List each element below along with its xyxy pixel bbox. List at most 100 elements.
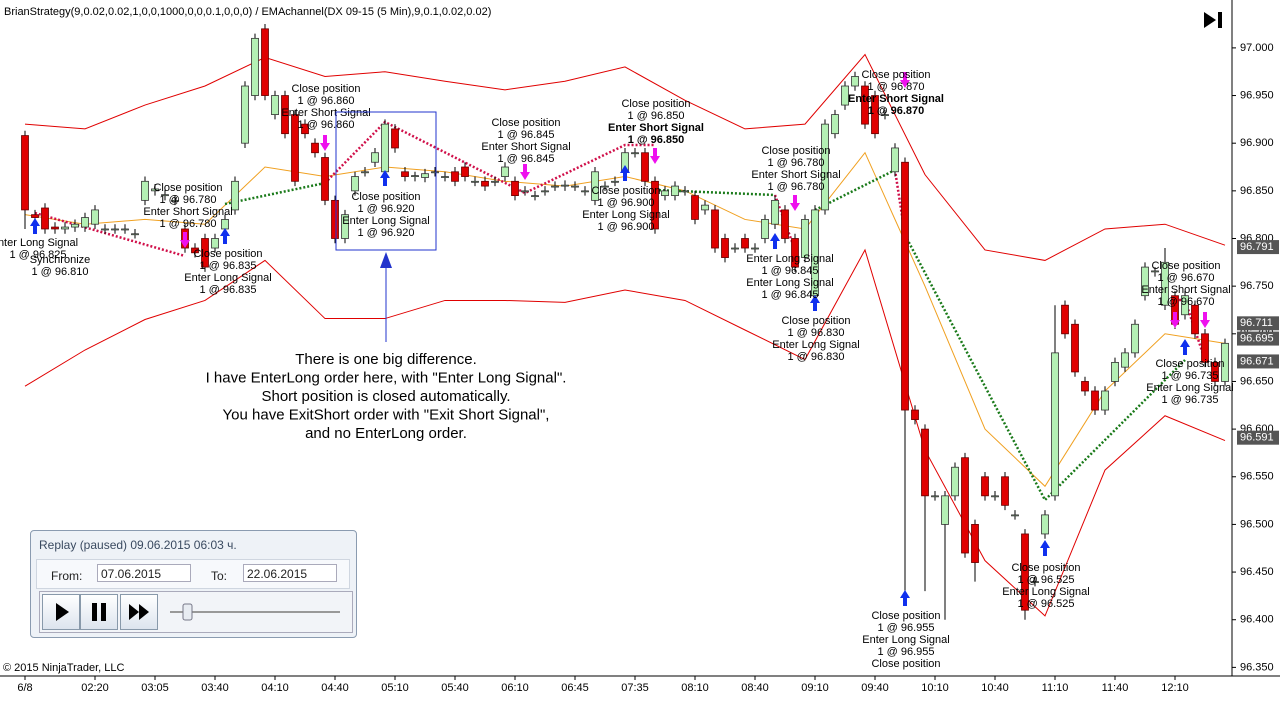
chart-title: BrianStrategy(9,0.02,0.02,1,0,0,1000,0,0… [4, 6, 491, 18]
trade-label: 1 @ 96.670 [1157, 296, 1214, 308]
candle-body [521, 190, 529, 193]
x-tick-label: 11:40 [1102, 682, 1129, 694]
y-tick-label: 96.450 [1240, 566, 1274, 578]
trade-label: 1 @ 96.845 [761, 265, 818, 277]
y-tick-label: 96.650 [1240, 375, 1274, 387]
candle-body [321, 157, 329, 201]
candle-body [1021, 533, 1029, 611]
y-tick-label: 96.500 [1240, 518, 1274, 530]
long-arrow [1180, 339, 1190, 355]
x-tick-label: 02:20 [81, 682, 109, 694]
panel-toggle[interactable] [1204, 12, 1222, 28]
y-tick-label: 96.400 [1240, 614, 1274, 626]
x-tick-label: 09:40 [861, 682, 889, 694]
trade-label: Enter Short Signal [143, 206, 232, 218]
trade-label: Enter Short Signal [608, 122, 704, 134]
candle-body [831, 114, 839, 135]
trade-label: 1 @ 96.525 [1017, 598, 1074, 610]
candle-body [331, 199, 339, 239]
price-marker-label: 96.791 [1240, 241, 1274, 253]
candle-body [1091, 390, 1099, 411]
pause-button[interactable] [80, 594, 118, 630]
candle-body [1061, 304, 1069, 335]
trade-label: 1 @ 96.845 [761, 289, 818, 301]
candle-body [381, 123, 389, 173]
trade-label: 1 @ 96.780 [159, 218, 216, 230]
candle-body [891, 147, 899, 173]
price-marker-label: 96.591 [1240, 432, 1274, 444]
trade-label: Enter Long Signal [862, 634, 949, 646]
trade-label: 1 @ 96.780 [767, 181, 824, 193]
x-tick-label: 08:40 [741, 682, 769, 694]
trade-label: Close position [761, 145, 830, 157]
candle-body [991, 495, 999, 498]
candle-body [751, 247, 759, 250]
candle-body [561, 184, 569, 187]
trade-label: Enter Short Signal [281, 107, 370, 119]
trade-label: nter Long Signal [0, 237, 78, 249]
x-tick-label: 03:05 [141, 682, 169, 694]
candle-body [91, 209, 99, 225]
trade-label: Close position [1151, 260, 1220, 272]
long-arrow [1040, 540, 1050, 556]
candle-body [231, 180, 239, 211]
candle-body [411, 175, 419, 177]
trade-label: 1 @ 96.860 [297, 95, 354, 107]
trade-label: Close position [193, 248, 262, 260]
from-date[interactable]: 07.06.2015 [97, 564, 191, 582]
y-tick-label: 96.550 [1240, 471, 1274, 483]
candle-body [931, 495, 939, 498]
candle-body [351, 176, 359, 192]
candle-body [431, 171, 439, 174]
candle-body [1081, 381, 1089, 392]
comment-line: I have EnterLong order here, with "Enter… [206, 369, 567, 386]
to-date[interactable]: 22.06.2015 [243, 564, 337, 582]
candle-body [981, 476, 989, 497]
candle-body [661, 190, 669, 197]
candle-body [471, 180, 479, 183]
price-marker-label: 96.671 [1240, 355, 1274, 367]
replay-status: Replay (paused) 09.06.2015 06:03 ч. [39, 538, 237, 552]
fast-forward-button[interactable] [120, 594, 158, 630]
short-arrow [1170, 312, 1180, 328]
play-button[interactable] [42, 594, 80, 630]
trade-line [814, 168, 896, 212]
candle-body [201, 238, 209, 268]
price-marker-label: 96.711 [1240, 317, 1273, 329]
short-arrow [650, 148, 660, 164]
replay-panel: Replay (paused) 09.06.2015 06:03 ч. From… [30, 530, 357, 638]
trade-label: Close position [621, 98, 690, 110]
candle-body [131, 233, 139, 236]
candle-body [641, 152, 649, 182]
candle-body [511, 180, 519, 197]
candle-body [241, 85, 249, 144]
candle-body [1221, 342, 1229, 382]
comment-line: You have ExitShort order with "Exit Shor… [223, 406, 550, 423]
trade-label: 1 @ 96.735 [1161, 370, 1218, 382]
candle-body [461, 166, 469, 177]
candle-body [101, 228, 109, 231]
candle-body [31, 214, 39, 218]
candle-body [1151, 270, 1159, 273]
trade-label: Enter Long Signal [582, 209, 669, 221]
price-marker [1237, 316, 1279, 331]
candle-body [81, 217, 89, 228]
candle-body [861, 85, 869, 125]
candle-body [551, 185, 559, 188]
comment-line: Short position is closed automatically. [261, 388, 510, 405]
candle-body [1211, 361, 1219, 382]
candle-body [421, 173, 429, 178]
candle-body [531, 195, 539, 198]
trade-label: 1 @ 96.920 [357, 227, 414, 239]
long-arrow [810, 295, 820, 311]
candle-body [1201, 333, 1209, 363]
trade-label: Close position [781, 315, 850, 327]
to-label: To: [211, 569, 228, 583]
ff-icon [129, 604, 149, 620]
candle-body [121, 228, 129, 231]
candle-body [1041, 514, 1049, 535]
speed-slider[interactable] [165, 595, 345, 629]
trade-label: Close position [861, 69, 930, 81]
candle-body [761, 219, 769, 239]
x-tick-label: 10:40 [981, 682, 1009, 694]
